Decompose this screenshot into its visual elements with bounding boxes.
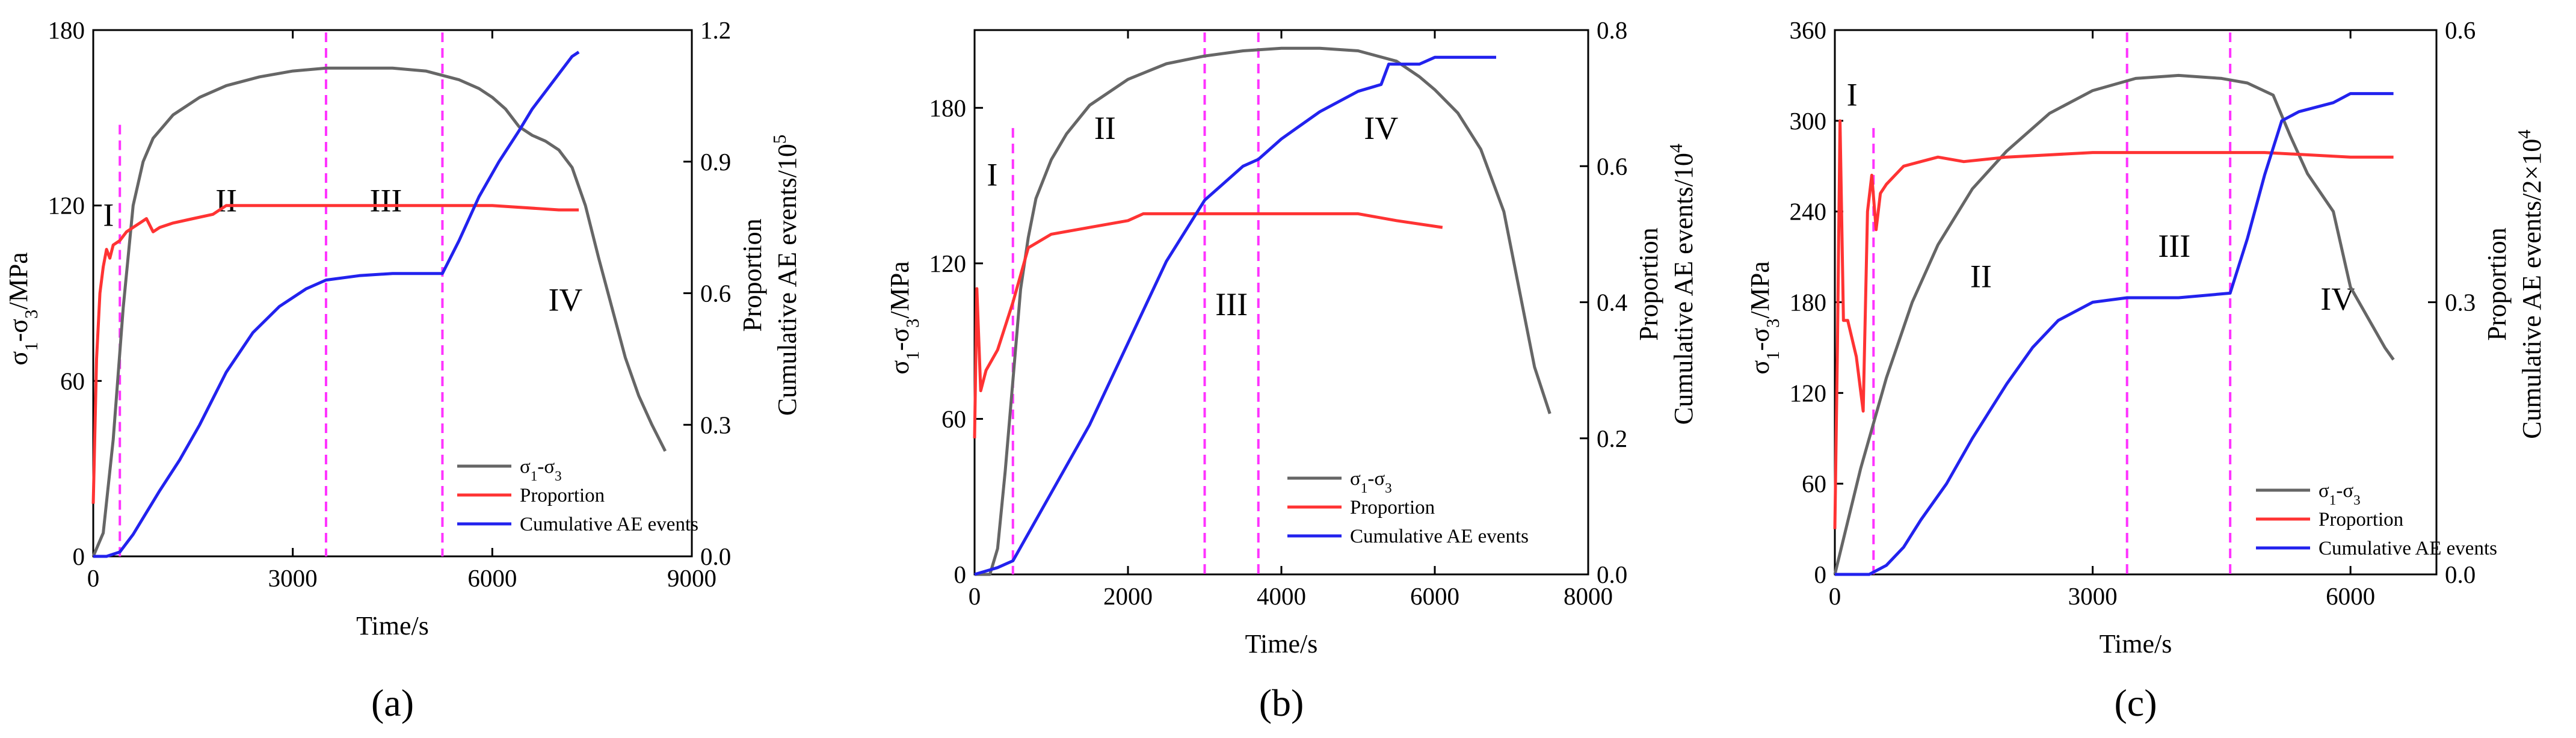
series-cumulative-ae-line [974,55,1496,576]
stage-label: II [215,182,237,218]
x-tick-label: 9000 [667,564,716,592]
y-left-tick-label: 120 [1790,379,1827,407]
y-right-tick-label: 0.0 [1597,561,1627,588]
y-left-tick-label: 60 [60,367,85,395]
legend-label: Cumulative AE events [1350,526,1529,547]
y-right-axis-label-proportion: Proportion [1634,227,1663,340]
y-right-tick-label: 0.3 [700,411,731,438]
y-left-tick-label: 240 [1790,198,1827,226]
series-stress-line [975,46,1551,576]
y-left-tick-label: 120 [48,192,85,220]
x-tick-label: 0 [969,582,981,610]
y-right-axis-label-proportion: Proportion [2482,227,2512,340]
stage-label: I [103,197,114,233]
stage-label: II [1970,258,1992,294]
y-right-tick-label: 0.9 [700,148,731,176]
y-right-axis-label-ae: Cumulative AE events/105 [769,135,802,416]
y-left-tick-label: 180 [48,16,85,44]
stage-label: IV [548,282,582,318]
y-left-tick-label: 60 [941,405,966,432]
y-right-tick-label: 0.2 [1597,425,1627,452]
x-tick-label: 3000 [268,564,318,592]
y-left-axis-label: σ1-σ3/MPa [1745,261,1783,374]
y-left-tick-label: 0 [73,543,85,570]
y-right-axis-label-group: Proportion Cumulative AE events/105 [738,135,802,416]
y-right-axis-label-ae: Cumulative AE events/104 [1666,144,1698,425]
legend-label: Proportion [2319,509,2403,530]
legend-label: Proportion [520,485,605,506]
stage-label: III [2158,228,2190,264]
x-axis-label: Time/s [1245,629,1318,659]
y-right-tick-label: 0.6 [2445,16,2476,44]
stage-label: I [987,157,997,193]
x-tick-label: 8000 [1564,582,1613,610]
series-proportion-line [1833,119,2394,529]
y-left-tick-label: 300 [1790,107,1827,135]
y-right-axis-label-ae: Cumulative AE events/2×104 [2514,129,2547,438]
legend-label: σ1-σ3 [1350,468,1392,496]
stage-label: IV [1364,110,1398,146]
y-right-axis-label-group: Proportion Cumulative AE events/2×104 [2482,129,2547,438]
panel-label: (a) [371,681,414,724]
y-left-axis-label-group: σ1-σ3/MPa [885,261,923,374]
y-left-axis-label-group: σ1-σ3/MPa [4,252,42,365]
x-tick-label: 6000 [2326,582,2375,610]
y-left-tick-label: 180 [929,94,967,121]
series-stress-line [1833,73,2395,575]
x-tick-label: 2000 [1103,582,1153,610]
y-left-tick-label: 0 [1814,561,1827,588]
stage-label: III [369,182,402,218]
x-axis-label: Time/s [2100,629,2172,659]
panel-label: (c) [2114,681,2157,724]
y-right-tick-label: 0.0 [2445,561,2476,588]
legend-label: σ1-σ3 [2319,480,2361,508]
legend-label: Cumulative AE events [520,514,698,535]
x-tick-label: 0 [1829,582,1841,610]
x-tick-label: 0 [87,564,100,592]
series-cumulative-ae-line [93,51,580,558]
y-right-tick-label: 0.6 [1597,152,1627,180]
series-stress-line [91,66,667,557]
y-left-tick-label: 120 [929,250,967,277]
x-axis-label: Time/s [356,611,429,641]
x-tick-label: 6000 [467,564,517,592]
series-proportion-line [91,204,579,504]
legend-label: Cumulative AE events [2319,538,2497,559]
y-right-tick-label: 0.4 [1597,289,1627,316]
panel-label: (b) [1259,681,1304,724]
plot-frame [973,29,1589,576]
y-left-axis-label-group: σ1-σ3/MPa [1745,261,1783,374]
stage-label: I [1847,77,1858,113]
chart-panel-c: 0 3000 6000 0 60 120 180 240 300 360 0.0 0.3 0.6 Time… [1745,16,2547,724]
y-right-axis-label-group: Proportion Cumulative AE events/104 [1634,144,1698,425]
y-right-axis-label-proportion: Proportion [738,218,767,331]
stage-label: II [1094,110,1116,146]
y-right-tick-label: 0.3 [2445,289,2476,316]
series-proportion-line [973,212,1443,438]
x-tick-label: 3000 [2068,582,2118,610]
y-left-tick-label: 360 [1790,16,1827,44]
chart-panel-a: 0 3000 6000 9000 0 60 120 180 0.0 0.3 0.6 0.9 1.2 Tim… [4,16,802,724]
chart-panel-b: 0 2000 4000 6000 8000 0 60 120 180 0.0 0.2 0.4 0.6 0.… [885,16,1698,724]
legend-label: σ1-σ3 [520,456,562,484]
x-tick-label: 4000 [1257,582,1306,610]
y-right-tick-label: 0.0 [700,543,731,570]
y-left-tick-label: 60 [1802,470,1826,497]
y-right-tick-label: 1.2 [700,16,731,44]
stage-label: III [1215,286,1248,322]
y-left-axis-label: σ1-σ3/MPa [4,252,42,365]
y-left-axis-label: σ1-σ3/MPa [885,261,923,374]
legend-label: Proportion [1350,497,1435,518]
y-right-tick-label: 0.6 [700,280,731,307]
x-tick-label: 6000 [1410,582,1459,610]
y-left-tick-label: 180 [1790,289,1827,316]
y-right-tick-label: 0.8 [1597,16,1627,44]
y-left-tick-label: 0 [954,561,967,588]
series-cumulative-ae-line [1835,92,2394,576]
